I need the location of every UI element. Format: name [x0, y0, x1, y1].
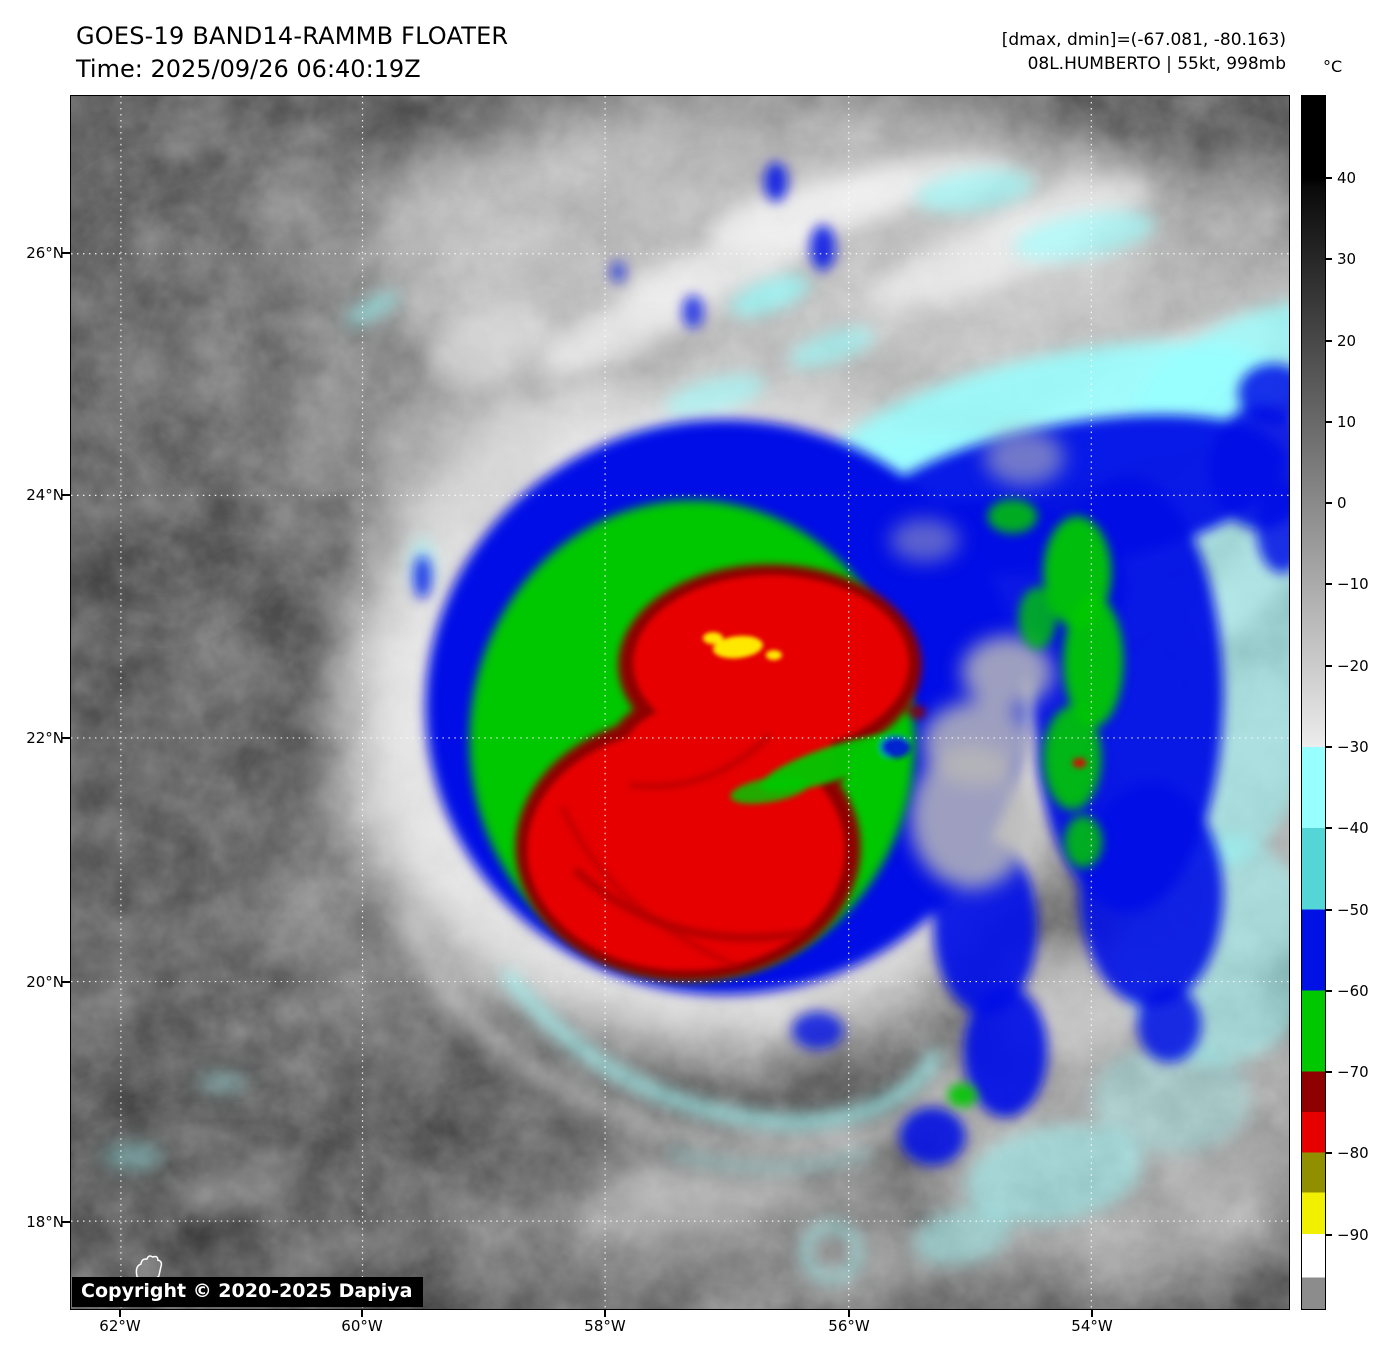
- image-metadata: [dmax, dmin]=(-67.081, -80.163) 08L.HUMB…: [1002, 28, 1286, 76]
- colorbar-tick-label: −90: [1337, 1226, 1369, 1244]
- colorbar-tick-label: 30: [1337, 250, 1357, 268]
- y-axis-tick: [62, 981, 70, 983]
- x-axis-tick: [848, 1310, 850, 1317]
- yellow-coldspot-layer: [702, 632, 782, 661]
- colorbar-tick: [1325, 583, 1332, 585]
- colorbar-tick-label: −50: [1337, 901, 1369, 919]
- satellite-image: [71, 96, 1289, 1309]
- x-axis-tick: [1091, 1310, 1093, 1317]
- colorbar-tick: [1325, 340, 1332, 342]
- colorbar-tick: [1325, 177, 1332, 179]
- lat-label-24n: 24°N: [26, 486, 64, 504]
- colorbar-tick-label: 0: [1337, 494, 1347, 512]
- colorbar-tick: [1325, 827, 1332, 829]
- y-axis-tick: [62, 494, 70, 496]
- colorbar-tick: [1325, 665, 1332, 667]
- colorbar-tick: [1325, 502, 1332, 504]
- y-axis-tick: [62, 737, 70, 739]
- gridlines: [71, 96, 1289, 1309]
- colorbar-tick: [1325, 1152, 1332, 1154]
- colorbar-tick-label: 10: [1337, 413, 1357, 431]
- colorbar-tick-label: −20: [1337, 657, 1369, 675]
- colorbar-tick-label: −10: [1337, 575, 1369, 593]
- x-axis-tick: [604, 1310, 606, 1317]
- lat-label-22n: 22°N: [26, 729, 64, 747]
- lon-label-62w: 62°W: [99, 1317, 141, 1335]
- colorbar-tick-label: 40: [1337, 169, 1357, 187]
- colorbar-tick: [1325, 1234, 1332, 1236]
- y-axis-tick: [62, 1221, 70, 1223]
- x-axis-tick: [361, 1310, 363, 1317]
- y-axis-tick: [62, 252, 70, 254]
- eye-swirl-layer: [559, 732, 911, 970]
- lon-label-58w: 58°W: [584, 1317, 626, 1335]
- colorbar-unit-label: °C: [1323, 57, 1343, 76]
- colorbar-tick-label: −60: [1337, 982, 1369, 1000]
- lat-label-26n: 26°N: [26, 244, 64, 262]
- page-title: GOES-19 BAND14-RAMMB FLOATER: [76, 22, 509, 50]
- temperature-colorbar: [1301, 95, 1326, 1310]
- lon-label-56w: 56°W: [828, 1317, 870, 1335]
- lat-label-20n: 20°N: [26, 973, 64, 991]
- colorbar-tick: [1325, 990, 1332, 992]
- storm-info: 08L.HUMBERTO | 55kt, 998mb: [1027, 54, 1286, 74]
- colorbar-tick-label: −30: [1337, 738, 1369, 756]
- colorbar-tick-label: 20: [1337, 332, 1357, 350]
- colorbar-tick-label: −40: [1337, 819, 1369, 837]
- colorbar-tick: [1325, 421, 1332, 423]
- gray-intrusion-layer: [889, 429, 1065, 889]
- colorbar-tick-label: −70: [1337, 1063, 1369, 1081]
- lat-label-18n: 18°N: [26, 1213, 64, 1231]
- copyright-badge: Copyright © 2020-2025 Dapiya: [72, 1277, 424, 1307]
- colorbar-tick-label: −80: [1337, 1144, 1369, 1162]
- colorbar-tick: [1325, 258, 1332, 260]
- colorbar-tick: [1325, 746, 1332, 748]
- colorbar-tick: [1325, 1071, 1332, 1073]
- dmax-dmin-readout: [dmax, dmin]=(-67.081, -80.163): [1001, 30, 1286, 50]
- satellite-map: Copyright © 2020-2025 Dapiya: [70, 95, 1290, 1310]
- colorbar-tick: [1325, 909, 1332, 911]
- lon-label-60w: 60°W: [341, 1317, 383, 1335]
- lon-label-54w: 54°W: [1071, 1317, 1113, 1335]
- timestamp: Time: 2025/09/26 06:40:19Z: [76, 55, 421, 83]
- x-axis-tick: [119, 1310, 121, 1317]
